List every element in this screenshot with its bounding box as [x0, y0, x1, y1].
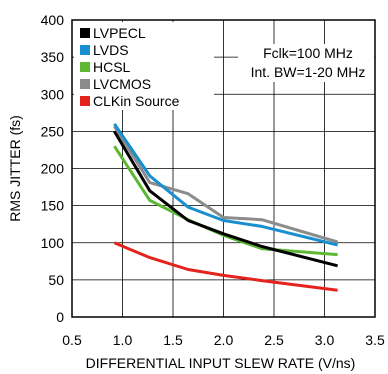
series-line-lvpecl	[113, 130, 338, 268]
legend-swatch	[80, 96, 90, 106]
y-tick-label: 100	[41, 235, 65, 251]
legend-label: LVDS	[93, 42, 129, 58]
y-tick-label: 300	[41, 86, 65, 102]
annotation-fclk: Fclk=100 MHz	[263, 45, 353, 61]
x-tick-label: 1.0	[113, 332, 133, 348]
x-tick-label: 0.5	[62, 332, 82, 348]
y-tick-label: 150	[41, 198, 65, 214]
legend-label: CLKin Source	[93, 93, 180, 109]
series-lines	[113, 123, 339, 292]
y-tick-label: 400	[41, 12, 65, 28]
y-tick-labels: 0 50 100 150 200 250 300 350 400	[41, 12, 65, 325]
y-tick-label: 0	[56, 309, 64, 325]
x-tick-label: 3.5	[365, 332, 385, 348]
series-line-lvcmos	[113, 125, 339, 244]
legend-swatch	[80, 28, 90, 38]
legend-label: HCSL	[93, 59, 131, 75]
x-tick-label: 1.5	[163, 332, 183, 348]
series-line-lvds	[113, 123, 338, 247]
plot-frame	[71, 19, 376, 318]
annotation-background	[238, 44, 374, 82]
x-tick-labels: 0.5 1.0 1.5 2.0 2.5 3.0 3.5	[62, 332, 385, 348]
legend-label: LVPECL	[93, 25, 146, 41]
legend-label: LVCMOS	[93, 76, 151, 92]
legend-background	[74, 22, 214, 110]
y-tick-label: 200	[41, 161, 65, 177]
y-tick-label: 250	[41, 123, 65, 139]
x-axis-title: DIFFERENTIAL INPUT SLEW RATE (V/ns)	[86, 355, 356, 371]
series-line-clkin-source	[113, 241, 338, 292]
y-tick-label: 50	[48, 272, 64, 288]
legend-swatch	[80, 79, 90, 89]
legend-swatch	[80, 62, 90, 72]
x-tick-label: 3.0	[315, 332, 335, 348]
x-tick-label: 2.5	[264, 332, 284, 348]
legend-swatch	[80, 45, 90, 55]
x-tick-label: 2.0	[214, 332, 234, 348]
annotation-bandwidth: Int. BW=1-20 MHz	[251, 64, 366, 80]
y-axis-title: RMS JITTER (fs)	[7, 115, 23, 222]
y-tick-label: 350	[41, 49, 65, 65]
